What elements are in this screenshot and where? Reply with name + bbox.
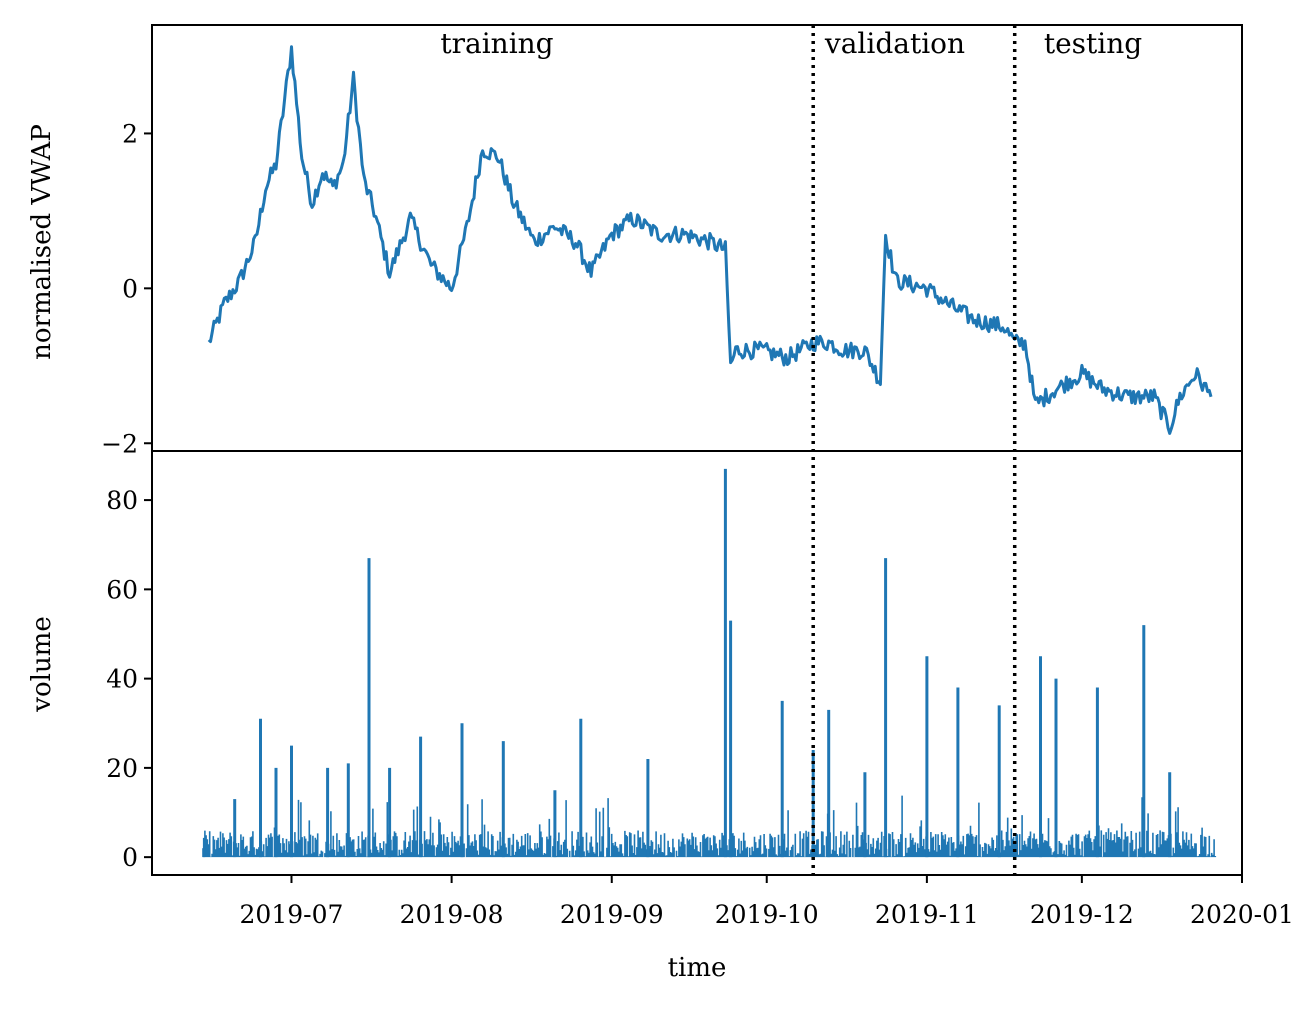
- x-axis: 2019-07 2019-08 2019-09 2019-10 2019-11 2019-…: [240, 875, 1294, 929]
- x-tick-label: 2020-01: [1190, 900, 1294, 929]
- top-y-axis: −2 0 2: [101, 119, 152, 458]
- y-tick-label: 60: [106, 575, 138, 604]
- x-tick-label: 2019-07: [240, 900, 344, 929]
- region-labels: training validation testing: [440, 27, 1142, 60]
- region-label-validation: validation: [824, 27, 965, 60]
- x-tick-label: 2019-10: [715, 900, 819, 929]
- y-tick-label: 0: [122, 843, 138, 872]
- volume-plot-area: [202, 468, 1217, 858]
- y-tick-label: 80: [106, 486, 138, 515]
- bottom-y-axis: 0 20 40 60 80: [106, 486, 152, 872]
- bottom-panel-frame: [151, 450, 1243, 876]
- bottom-y-axis-title: volume: [27, 616, 57, 712]
- volume-spikes: [202, 468, 1172, 858]
- vwap-series-line: [207, 45, 1213, 435]
- x-tick-label: 2019-12: [1030, 900, 1134, 929]
- top-y-axis-title: normalised VWAP: [27, 124, 57, 360]
- split-lines: [811, 25, 1017, 875]
- region-label-testing: testing: [1044, 27, 1142, 60]
- x-tick-label: 2019-11: [875, 900, 979, 929]
- vwap-plot-area: [207, 45, 1213, 435]
- x-tick-label: 2019-09: [560, 900, 664, 929]
- y-tick-label: 20: [106, 754, 138, 783]
- y-tick-label: −2: [101, 429, 138, 458]
- region-label-training: training: [440, 27, 553, 60]
- x-tick-label: 2019-08: [400, 900, 504, 929]
- y-tick-label: 2: [122, 119, 138, 148]
- y-tick-label: 40: [106, 665, 138, 694]
- volume-baseline-noise: [202, 795, 1217, 858]
- y-tick-label: 0: [122, 274, 138, 303]
- x-axis-title: time: [668, 953, 727, 983]
